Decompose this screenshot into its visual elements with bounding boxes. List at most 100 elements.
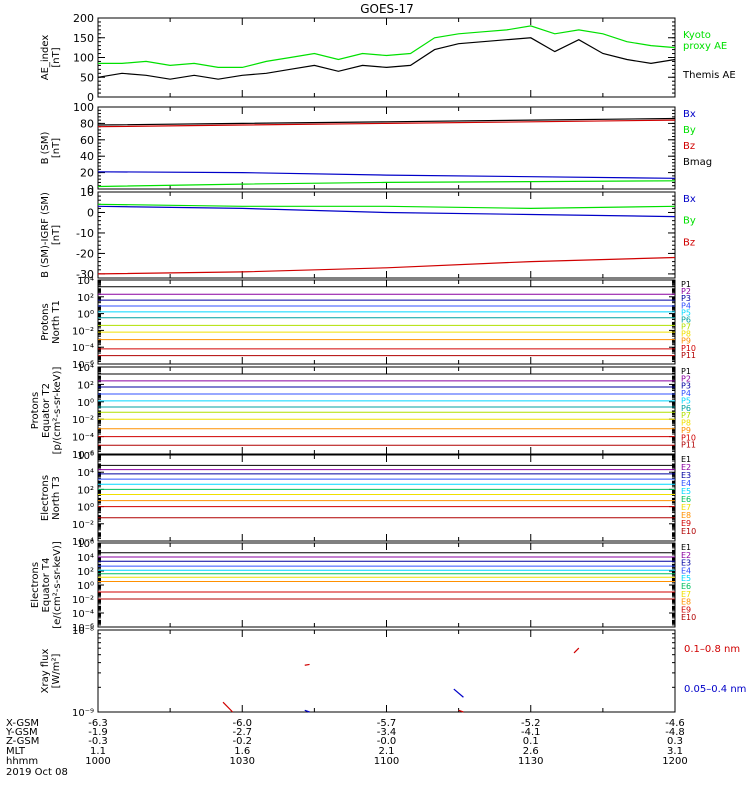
- y-axis-label: [e/(cm²-s-sr-keV)]: [52, 541, 63, 629]
- xray-segment: [304, 709, 310, 713]
- legend-label: E5: [681, 487, 691, 496]
- y-tick-label: 150: [73, 32, 94, 45]
- y-tick-label: 10⁰: [77, 503, 94, 514]
- legend-label: By: [683, 216, 696, 227]
- legend-label: P8: [681, 330, 691, 339]
- y-axis-label: North T1: [51, 300, 62, 344]
- legend-label: Bz: [683, 237, 695, 248]
- x-axis-row-label: X-GSM: [6, 718, 39, 729]
- legend-label: E7: [681, 503, 691, 512]
- y-tick-label: 10²: [77, 485, 94, 496]
- xray-segment: [573, 647, 580, 654]
- y-axis-label: Protons: [30, 392, 41, 429]
- y-axis-label: B (SM)-IGRF (SM): [40, 192, 51, 278]
- xray-segment: [222, 701, 234, 713]
- y-tick-label: 0: [87, 206, 94, 219]
- legend-label: Bz: [683, 141, 695, 152]
- y-tick-label: 10⁶: [77, 451, 94, 462]
- y-axis-label: B (SM): [40, 131, 51, 164]
- y-tick-label: 10⁰: [77, 310, 94, 321]
- panel-frame: [97, 454, 676, 542]
- series-line-bz: [97, 256, 676, 275]
- legend-label: E9: [681, 605, 691, 614]
- series-line-bx: [97, 205, 676, 218]
- panel-frame: [97, 629, 676, 713]
- xray-segment: [304, 663, 310, 666]
- x-axis-hhmm: 1200: [662, 756, 687, 767]
- legend-label: P9: [681, 426, 691, 435]
- y-tick-label: 10⁴: [77, 276, 94, 287]
- y-tick-label: 10⁻²: [72, 520, 94, 531]
- y-axis-label: [W/m²]: [51, 653, 62, 688]
- legend-label: P11: [681, 351, 696, 360]
- panel-xray: Xray flux [W/m²] 10⁻⁸ 10⁻⁹ 0.1–0.8 nm 0.05–0.…: [40, 626, 746, 719]
- x-axis-value: -6.3: [88, 718, 108, 729]
- legend-label: E4: [681, 566, 691, 575]
- y-tick-label: 10⁻⁴: [72, 609, 94, 620]
- legend-label: E1: [681, 543, 691, 552]
- legend-label: Bx: [683, 194, 696, 205]
- series-line-themis-ae: [97, 37, 676, 80]
- y-tick-label: 80: [80, 117, 94, 130]
- legend-label: P5: [681, 396, 691, 405]
- y-tick-label: 10⁻⁴: [72, 343, 94, 354]
- y-tick-label: 0: [87, 91, 94, 104]
- y-axis-label: Electrons: [40, 475, 51, 521]
- legend-label: P8: [681, 419, 691, 428]
- y-tick-label: 10⁻⁶: [72, 623, 94, 634]
- series-line-by: [97, 180, 676, 188]
- y-tick-label: 40: [80, 150, 94, 163]
- y-tick-label: 10⁰: [77, 581, 94, 592]
- legend-label: E5: [681, 574, 691, 583]
- x-axis-value: -5.7: [377, 718, 397, 729]
- x-axis-value: -1.9: [88, 727, 108, 738]
- legend-label: P5: [681, 308, 691, 317]
- y-tick-label: 10⁻⁹: [72, 708, 94, 719]
- y-tick-label: 200: [73, 12, 94, 25]
- legend-label: P3: [681, 294, 691, 303]
- y-tick-label: 10²: [77, 380, 94, 391]
- y-axis-label: North T3: [51, 476, 62, 520]
- legend-label: P6: [681, 315, 691, 324]
- x-axis-hhmm: 1030: [230, 756, 255, 767]
- y-tick-label: 100: [73, 52, 94, 65]
- legend-label: P3: [681, 382, 691, 391]
- y-tick-label: 50: [80, 71, 94, 84]
- y-tick-label: 10⁴: [77, 468, 94, 479]
- legend-label: P11: [681, 441, 696, 450]
- y-tick-label: 10⁻⁶: [72, 360, 94, 371]
- legend-label: E3: [681, 471, 691, 480]
- y-tick-label: 60: [80, 134, 94, 147]
- legend-label: P1: [681, 280, 691, 289]
- y-axis-label: [nT]: [51, 138, 62, 158]
- x-axis-value: -4.1: [521, 727, 541, 738]
- x-axis-hhmm: 1100: [374, 756, 399, 767]
- y-tick-label: -30: [76, 268, 94, 281]
- panel-bsm: B (SM) [nT] 0 20 40 60 80 100 Bx By Bz Bmag: [40, 101, 712, 196]
- legend-label: P4: [681, 301, 691, 310]
- legend-label: E8: [681, 598, 691, 607]
- panel-pn: Protons North T1 10⁴ 10² 10⁰ 10⁻² 10⁻⁴ 10⁻⁶ P1P2…: [40, 276, 696, 371]
- x-axis-value: 0.3: [667, 736, 683, 747]
- y-tick-label: 10⁻⁴: [72, 433, 94, 444]
- series-line-kyoto-proxy-ae: [98, 25, 676, 69]
- x-axis-value: -4.8: [665, 727, 685, 738]
- legend-label: Themis AE: [682, 70, 736, 81]
- legend-label: E10: [681, 613, 696, 622]
- x-axis-value: 1.6: [234, 746, 250, 757]
- y-tick-label: 10⁶: [77, 539, 94, 550]
- x-axis-date: 2019 Oct 08: [6, 767, 68, 778]
- y-tick-label: 10⁰: [77, 398, 94, 409]
- legend-label: proxy AE: [683, 41, 727, 52]
- x-axis-value: -6.0: [232, 718, 252, 729]
- legend-label: P1: [681, 367, 691, 376]
- xray-segment: [458, 709, 464, 713]
- panel-frame: [97, 279, 676, 365]
- x-axis-value: 2.6: [523, 746, 539, 757]
- series-line-bx: [97, 171, 676, 179]
- x-axis-value: -0.3: [88, 736, 108, 747]
- x-axis-value: 2.1: [379, 746, 395, 757]
